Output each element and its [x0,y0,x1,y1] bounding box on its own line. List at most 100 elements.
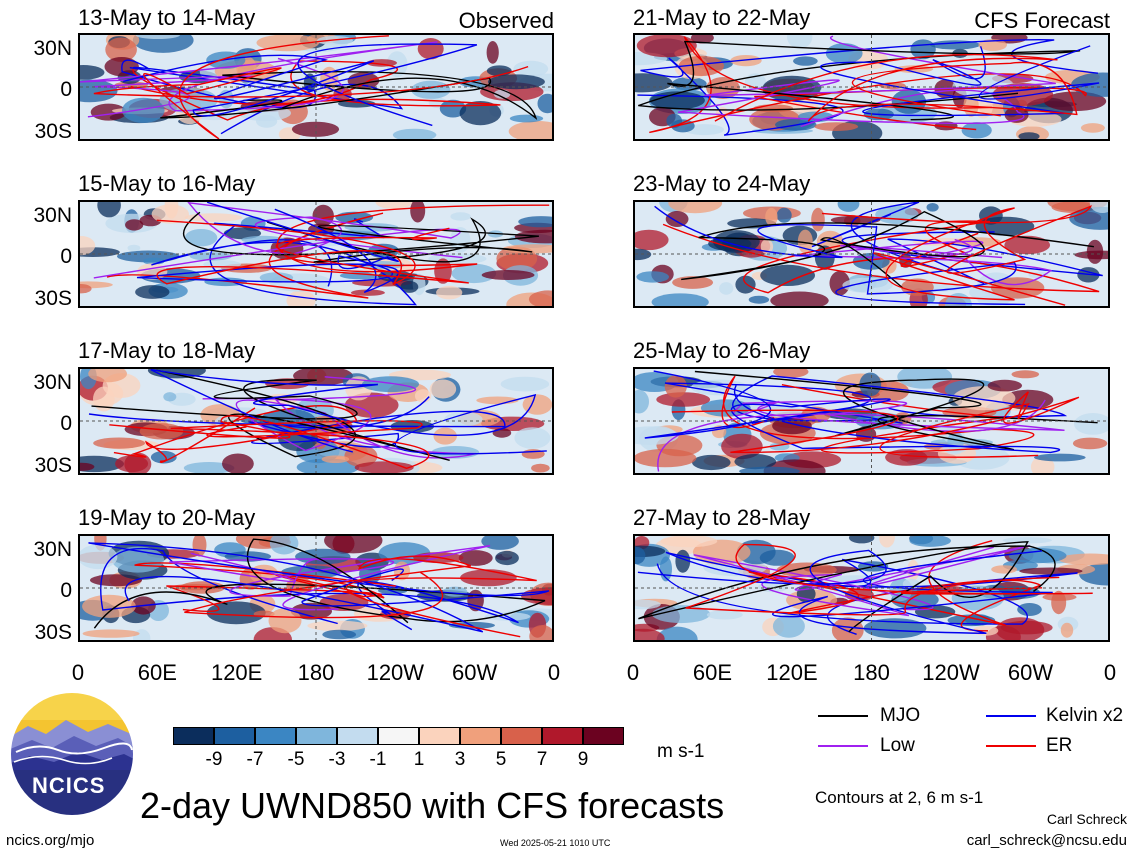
anomaly-blob [528,290,552,306]
colorbar-swatch [296,727,337,745]
anomaly-blob [93,386,115,412]
anomaly-blob [991,565,1018,574]
anomaly-blob [668,202,723,214]
colorbar-swatch [173,727,214,745]
anomaly-blob [837,202,860,212]
lon-label: 60E [692,660,733,685]
anomaly-blob [926,203,939,212]
anomaly-blob [150,450,177,464]
lon-label: 60W [452,660,498,685]
panel-title: 15-May to 16-May [78,171,256,196]
lon-label: 120W [366,660,425,685]
anomaly-blob [987,379,1022,392]
anomaly-blob [495,550,519,566]
legend-label-kelvin: Kelvin x2 [1046,705,1124,726]
anomaly-blob [1072,437,1108,450]
anomaly-blob [429,379,457,399]
anomaly-blob [223,227,262,240]
colorbar-units: m s-1 [657,741,705,762]
anomaly-blob [481,536,519,550]
anomaly-blob [307,620,368,631]
panel-title: 27-May to 28-May [633,505,811,530]
wave-contour [93,538,546,629]
wave-contour [638,40,1081,121]
anomaly-blob [1058,553,1108,566]
wave-contour [644,370,1061,454]
colorbar-swatch [255,727,296,745]
anomaly-blob [690,379,749,396]
wave-contour [184,555,537,638]
anomaly-blob [739,466,800,473]
anomaly-blob [651,293,709,306]
anomaly-blob [487,74,545,90]
anomaly-blob [635,389,649,414]
map-panel [78,367,554,475]
wave-contour [202,376,477,459]
anomaly-blob [508,120,552,139]
author-email: carl_schreck@ncsu.edu [966,832,1127,849]
panel-title: 13-May to 14-May [78,5,256,30]
wave-contour [150,369,547,455]
colorbar-tick-label: 7 [536,749,548,770]
anomaly-blob [133,629,151,640]
anomaly-blob [793,56,818,66]
anomaly-blob [909,536,951,547]
anomaly-blob [529,625,552,640]
lon-label: 180 [853,660,890,685]
wind-anomaly-map [80,202,552,306]
anomaly-blob [450,212,471,221]
anomaly-blob [829,270,850,296]
anomaly-blob [80,65,105,80]
colorbar-swatch [378,727,419,745]
colorbar-tick-label: -9 [205,749,223,770]
wave-contour [681,210,1094,289]
anomaly-blob [635,229,669,251]
colorbar-swatch [542,727,583,745]
lon-label: 120E [210,660,263,685]
anomaly-blob [80,236,96,256]
legend-line-low [818,745,868,747]
anomaly-blob [885,449,928,466]
lat-label: 30S [34,120,72,143]
anomaly-blob [93,437,145,449]
anomaly-blob [652,605,711,624]
anomaly-blob [952,386,1016,411]
anomaly-blob [375,202,413,209]
anomaly-blob [842,277,893,293]
lat-label: 30N [33,204,72,227]
anomaly-blob [1004,235,1051,255]
lat-label: 0 [60,412,72,435]
map-panel [633,367,1110,475]
anomaly-blob [481,270,535,280]
wave-contour [694,370,1098,451]
ncics-logo [9,691,135,817]
wave-contour [721,375,1035,454]
anomaly-blob [132,35,194,53]
wind-anomaly-map [80,35,552,139]
colorbar-swatch [419,727,460,745]
map-panel [633,33,1110,141]
colorbar-swatch [337,727,378,745]
anomaly-blob [322,629,357,640]
anomaly-blob [660,536,718,548]
wave-contour [685,543,1093,616]
lat-label: 0 [60,579,72,602]
anomaly-blob [1018,132,1040,139]
wave-contour [93,35,529,139]
anomaly-blob [1074,413,1108,435]
anomaly-blob [878,536,895,548]
wind-anomaly-map [80,536,552,640]
anomaly-blob [656,392,711,407]
wave-contour [677,35,1056,128]
anomaly-blob [814,122,859,131]
logo-text: NCICS [32,773,106,798]
anomaly-blob [859,372,882,397]
anomaly-blob [163,392,177,402]
anomaly-blob [82,629,140,638]
panel-title: 23-May to 24-May [633,171,811,196]
anomaly-blob [776,207,792,223]
anomaly-blob [1002,537,1052,544]
anomaly-blob [354,461,414,473]
wave-contour [654,205,1026,306]
anomaly-blob [439,99,467,118]
